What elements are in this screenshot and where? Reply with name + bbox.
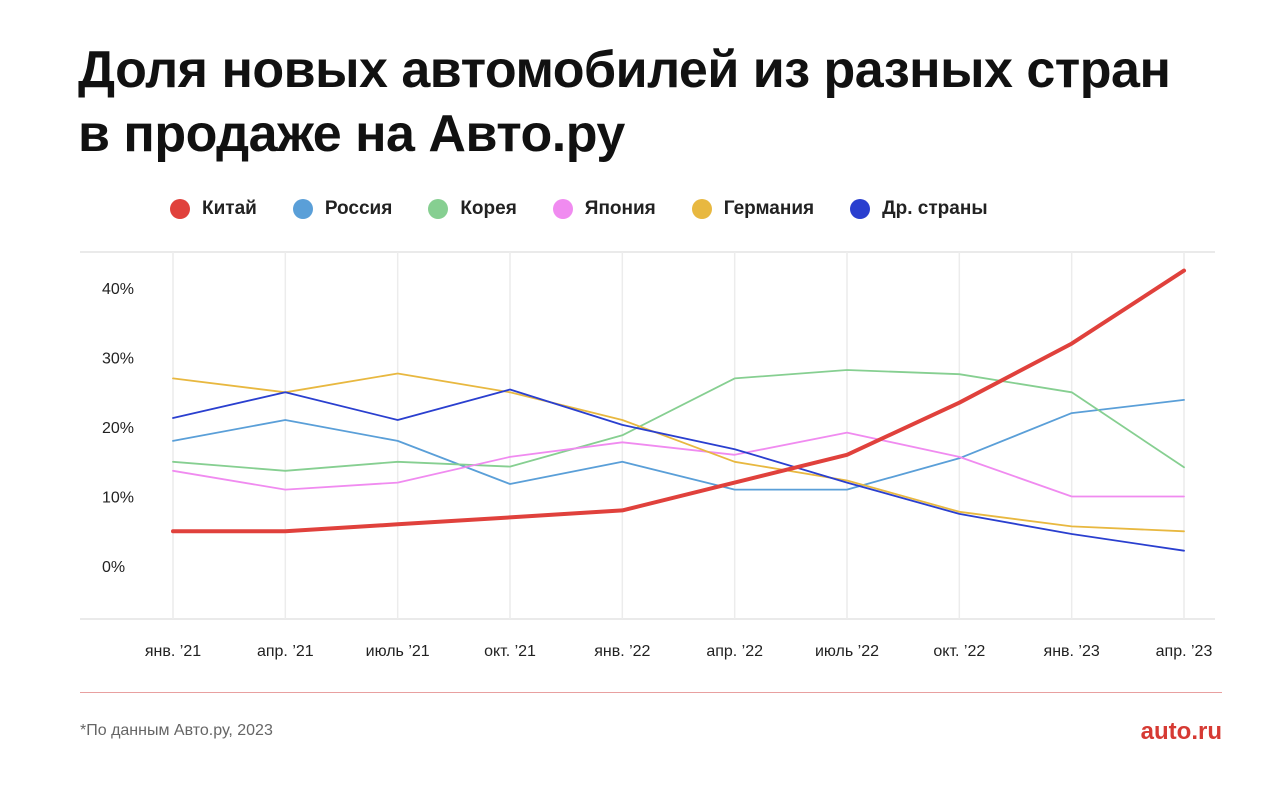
legend-item: Корея bbox=[428, 198, 517, 220]
x-tick-label: апр. ’21 bbox=[257, 643, 314, 660]
y-tick-label: 40% bbox=[102, 281, 134, 298]
x-tick-label: апр. ’22 bbox=[706, 643, 763, 660]
x-tick-label: окт. ’21 bbox=[484, 643, 536, 660]
brand-logo: auto.ru bbox=[1140, 718, 1222, 745]
footnote: *По данным Авто.ру, 2023 bbox=[80, 722, 273, 739]
legend-swatch bbox=[552, 199, 573, 219]
legend-label: Китай bbox=[202, 198, 257, 219]
y-tick-label: 0% bbox=[102, 559, 125, 576]
legend-label: Корея bbox=[460, 198, 517, 219]
line-chart: 0% 10% 20% 30% 40% янв. ’21 апр. ’21 июль ’21 ок… bbox=[80, 251, 1215, 660]
legend-label: Япония bbox=[584, 198, 656, 219]
x-tick-label: окт. ’22 bbox=[933, 643, 985, 660]
x-tick-label: янв. ’23 bbox=[1044, 643, 1100, 660]
legend-swatch bbox=[292, 199, 313, 219]
x-tick-label: апр. ’23 bbox=[1156, 643, 1213, 660]
series-line bbox=[172, 369, 1185, 472]
legend-label: Др. страны bbox=[882, 198, 988, 219]
y-tick-label: 10% bbox=[102, 490, 134, 507]
x-tick-label: янв. ’21 bbox=[145, 643, 201, 660]
y-tick-label: 30% bbox=[102, 351, 134, 368]
series-line bbox=[172, 388, 1185, 552]
y-tick-label: 20% bbox=[102, 420, 134, 437]
series-line bbox=[172, 431, 1185, 498]
chart-title: Доля новых автомобилей из разных стран в… bbox=[78, 41, 1171, 163]
legend-swatch bbox=[170, 199, 190, 219]
footer-divider bbox=[80, 692, 1222, 693]
series-line bbox=[172, 372, 1185, 533]
legend-swatch bbox=[428, 199, 449, 219]
series-line bbox=[171, 268, 1186, 534]
legend-item: Др. страны bbox=[850, 198, 988, 220]
legend-label: Россия bbox=[324, 198, 393, 219]
legend-item: Китай bbox=[170, 198, 257, 220]
legend-label: Германия bbox=[723, 198, 815, 219]
legend-swatch bbox=[850, 199, 871, 219]
series-line bbox=[172, 398, 1185, 491]
legend: Китай Россия Корея Япония Германия Др. страны bbox=[170, 198, 1024, 220]
legend-item: Япония bbox=[552, 198, 656, 220]
x-tick-label: июль ’22 bbox=[815, 643, 879, 660]
legend-swatch bbox=[691, 199, 712, 219]
legend-item: Россия bbox=[292, 198, 393, 220]
legend-item: Германия bbox=[691, 198, 815, 220]
x-tick-label: июль ’21 bbox=[366, 643, 430, 660]
x-tick-label: янв. ’22 bbox=[594, 643, 650, 660]
